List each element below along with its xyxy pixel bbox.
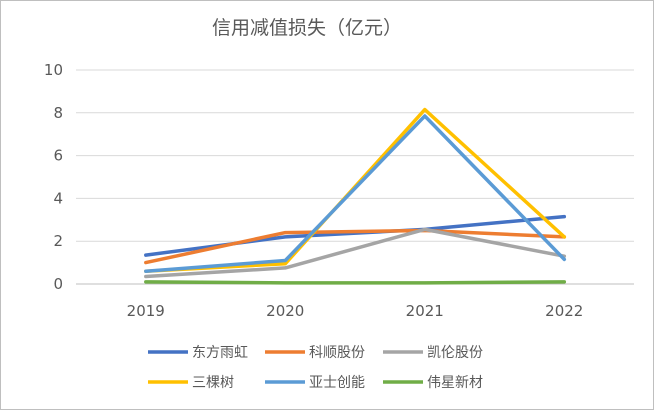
x-tick-label: 2019 <box>127 302 165 320</box>
y-tick-label: 6 <box>53 147 63 165</box>
legend-label: 三棵树 <box>192 375 234 391</box>
legend-item: 凯伦股份 <box>383 345 483 361</box>
legend-label: 亚士创能 <box>309 375 365 391</box>
legend-label: 伟星新材 <box>427 375 483 391</box>
series-line-4 <box>144 114 567 273</box>
legend-item: 亚士创能 <box>265 375 365 391</box>
legend-item: 科顺股份 <box>265 345 365 361</box>
legend-item: 伟星新材 <box>383 375 483 391</box>
x-tick-label: 2022 <box>545 302 583 320</box>
y-tick-label: 0 <box>53 275 63 293</box>
legend-item: 三棵树 <box>148 375 234 391</box>
series-line-5 <box>144 280 567 285</box>
y-axis-ticks: 0 2 4 6 8 10 <box>44 61 63 293</box>
series-line-1 <box>144 228 567 265</box>
legend-label: 东方雨虹 <box>192 345 248 361</box>
gridlines <box>76 69 634 285</box>
legend-item: 东方雨虹 <box>148 345 248 361</box>
x-tick-label: 2021 <box>406 302 444 320</box>
y-tick-label: 2 <box>53 232 63 250</box>
y-tick-label: 8 <box>53 104 63 122</box>
x-tick-label: 2020 <box>266 302 304 320</box>
chart-title: 信用减值损失（亿元） <box>212 17 402 39</box>
x-axis-ticks: 2019 2020 2021 2022 <box>127 302 584 320</box>
legend-label: 凯伦股份 <box>427 345 483 361</box>
series-line-2 <box>144 227 567 279</box>
y-tick-label: 10 <box>44 61 63 79</box>
legend-label: 科顺股份 <box>309 345 365 361</box>
y-tick-label: 4 <box>53 189 63 207</box>
series-lines <box>144 107 567 285</box>
